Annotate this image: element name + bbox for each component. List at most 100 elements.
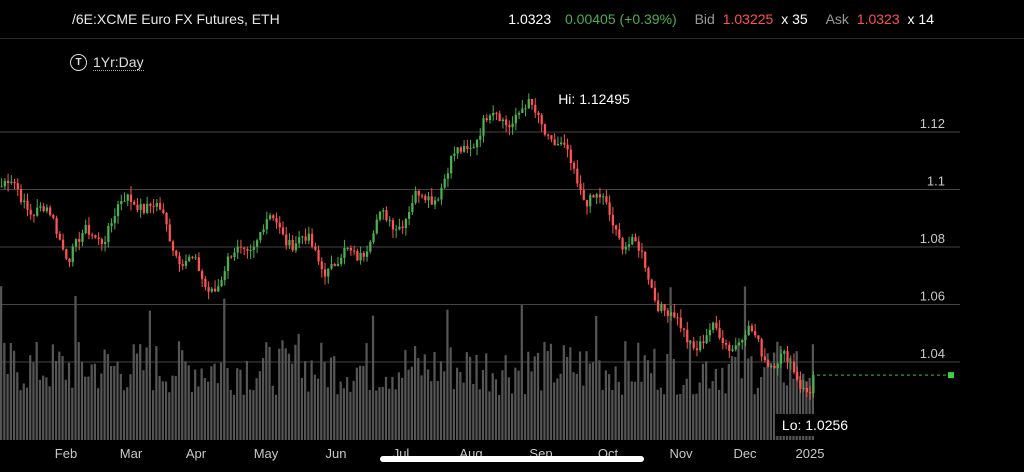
candle-body: [210, 288, 213, 292]
candle-body: [184, 260, 188, 266]
candle-body: [802, 387, 805, 389]
quote-bar: 1.0323 0.00405 (+0.39%) Bid 1.03225 x 35…: [504, 11, 934, 27]
y-tick-label: 1.06: [920, 289, 945, 304]
candle-body: [19, 189, 23, 203]
volume-bar: [161, 381, 164, 440]
candle-body: [550, 135, 553, 140]
candle-body: [469, 147, 472, 149]
candle-body: [249, 249, 252, 251]
volume-bar: [313, 374, 316, 440]
volume-bar: [294, 344, 297, 440]
volume-bar: [633, 381, 637, 440]
volume-bar: [468, 356, 472, 440]
candle-body: [501, 119, 505, 122]
volume-bar: [737, 342, 740, 440]
volume-bar: [478, 389, 481, 440]
volume-bar: [22, 383, 25, 440]
volume-bar: [743, 286, 747, 440]
volume-bar: [789, 357, 792, 440]
volume-bar: [507, 377, 510, 440]
candle-body: [495, 112, 498, 114]
period-selector[interactable]: T 1Yr:Day: [70, 54, 144, 71]
volume-bar: [459, 371, 462, 440]
volume-bar: [304, 361, 307, 440]
candle-body: [94, 235, 97, 238]
volume-bar: [766, 353, 769, 440]
candle-body: [327, 268, 330, 277]
ask-label: Ask: [825, 11, 849, 27]
candle-body: [750, 325, 754, 332]
volume-bar: [604, 370, 608, 440]
volume-bar: [620, 394, 624, 440]
candle-body: [747, 325, 750, 336]
x-tick-label: 2025: [796, 446, 825, 461]
candle-body: [744, 335, 747, 341]
candle-body: [766, 360, 770, 367]
candle-body: [537, 112, 540, 116]
volume-bar: [805, 381, 808, 440]
candle-body: [456, 147, 459, 154]
candle-body: [298, 237, 301, 244]
candle-body: [754, 331, 757, 336]
volume-bar: [381, 386, 384, 440]
candle-body: [576, 168, 579, 184]
candle-body: [29, 209, 32, 215]
volume-bar: [462, 382, 465, 440]
candle-body: [84, 224, 87, 234]
candle-body: [391, 220, 395, 230]
candle-body: [450, 156, 453, 174]
candle-body: [692, 341, 695, 349]
candle-body: [201, 271, 204, 279]
volume-bar: [142, 370, 145, 440]
volume-bar: [575, 373, 578, 440]
home-indicator[interactable]: [380, 456, 644, 462]
candle-body: [307, 233, 310, 241]
candle-body: [598, 194, 602, 198]
volume-bar: [326, 387, 329, 440]
volume-bar: [122, 390, 126, 440]
volume-bar: [333, 356, 336, 440]
volume-bar: [795, 351, 798, 440]
candle-body: [36, 207, 39, 216]
candle-body: [42, 206, 45, 212]
candle-body: [475, 139, 479, 148]
candle-body: [514, 114, 517, 124]
candle-body: [239, 246, 243, 248]
volume-bar: [358, 365, 362, 440]
volume-bar: [129, 374, 132, 440]
candle-body: [812, 375, 815, 394]
volume-bar: [339, 381, 342, 440]
volume-bar: [271, 385, 274, 440]
candle-body: [349, 247, 353, 251]
candle-body: [553, 139, 556, 146]
candle-body: [246, 248, 249, 251]
volume-bar: [688, 340, 692, 440]
candle-body: [789, 361, 792, 363]
candle-body: [760, 339, 763, 357]
y-tick-label: 1.12: [920, 116, 945, 131]
candle-body: [498, 113, 501, 122]
candle-body: [259, 232, 262, 241]
candle-body: [116, 204, 120, 217]
candle-body: [437, 199, 440, 201]
x-tick-label: Dec: [733, 446, 757, 461]
candle-body: [589, 195, 592, 207]
candle-body: [162, 209, 165, 214]
candle-body: [624, 246, 627, 250]
volume-bar: [206, 381, 210, 440]
volume-bar: [433, 352, 436, 440]
candle-body: [378, 211, 382, 220]
candle-body: [559, 142, 563, 145]
volume-bar: [232, 394, 236, 440]
bid-label: Bid: [694, 11, 715, 27]
candle-body: [226, 256, 230, 272]
volume-bar: [798, 376, 802, 440]
volume-bar: [116, 361, 119, 440]
candle-body: [770, 365, 773, 367]
volume-bar: [239, 369, 242, 440]
volume-bar: [617, 381, 620, 440]
symbol-title[interactable]: /6E:XCME Euro FX Futures, ETH: [72, 11, 280, 27]
candle-body: [304, 236, 307, 241]
candle-body: [699, 341, 702, 351]
